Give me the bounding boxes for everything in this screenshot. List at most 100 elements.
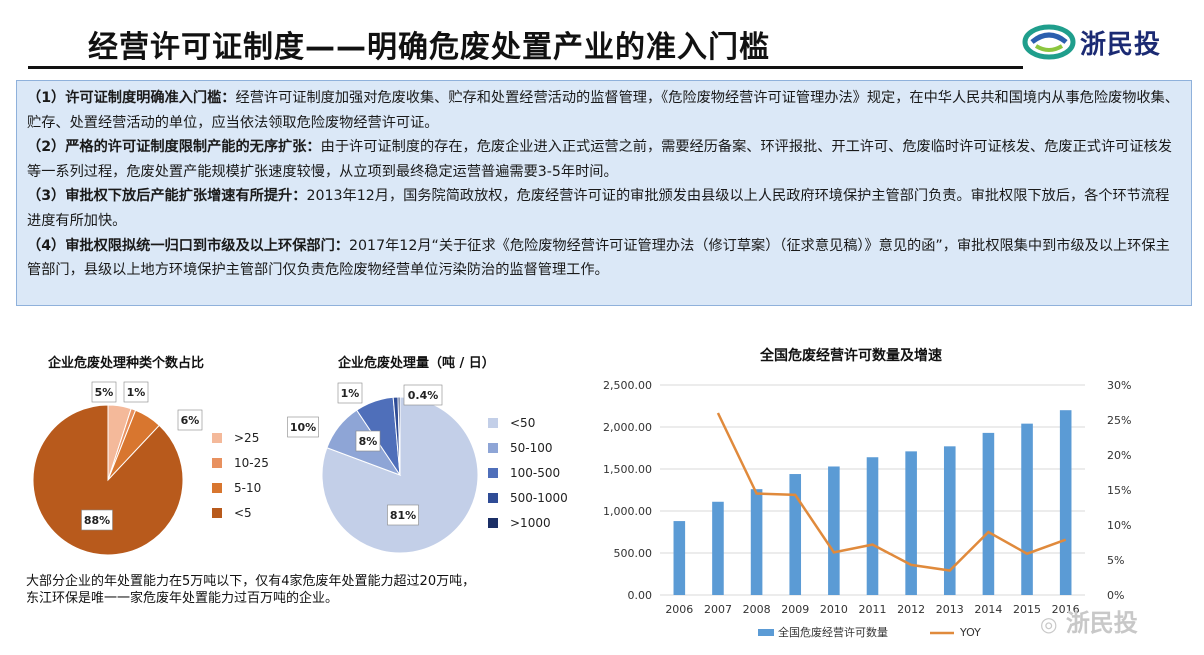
legend-label: >1000 (510, 515, 551, 530)
pie-label-text: 10% (290, 421, 316, 434)
point-body: 经营许可证制度加强对危废收集、贮存和处置经营活动的监督管理，《危险废物经营许可证… (27, 90, 1179, 131)
y-tick-label: 1,500.00 (603, 463, 652, 476)
point-2: （2）严格的许可证制度限制产能的无序扩张：由于许可证制度的存在，危废企业进入正式… (27, 135, 1181, 184)
pie1-title: 企业危废处理种类个数占比 (48, 356, 205, 371)
legend-label: 10-25 (234, 455, 269, 470)
point-4: （4）审批权限拟统一归口到市级及以上环保部门：2017年12月“关于征求《危险废… (27, 234, 1181, 283)
pie-data-label: 1% (337, 382, 363, 404)
pie-label-box (81, 509, 113, 531)
pie-label-text: 6% (181, 414, 200, 427)
bar-2013 (943, 446, 956, 595)
legend-label: >25 (234, 430, 260, 445)
legend-item: >1000 (488, 510, 568, 535)
legend-item: >25 (212, 425, 269, 450)
x-tick-label: 2012 (897, 603, 925, 616)
x-tick-label: 2013 (936, 603, 964, 616)
pie-data-label: 81% (387, 504, 419, 526)
bar-2007 (712, 501, 724, 595)
point-3: （3）审批权下放后产能扩张增速有所提升：2013年12月，国务院简政放权，危废经… (27, 184, 1181, 233)
legend-item: <5 (212, 500, 269, 525)
pie-label-text: 8% (359, 435, 378, 448)
pie-slice-1 (321, 396, 479, 554)
pie-label-text: 81% (390, 509, 416, 522)
legend-item: 5-10 (212, 475, 269, 500)
page-title: 经营许可证制度——明确危废处置产业的准入门槛 (88, 30, 770, 65)
pie-label-box (387, 504, 419, 526)
legend-swatch (212, 482, 222, 493)
legend-item: 500-1000 (488, 485, 568, 510)
bar-2012 (905, 451, 917, 595)
legend-item: 100-500 (488, 460, 568, 485)
legend-swatch (212, 507, 222, 518)
bar-2009 (789, 474, 802, 595)
legend-label: 50-100 (510, 440, 553, 455)
wechat-icon: ◎ (1040, 612, 1058, 636)
legend-swatch (212, 432, 222, 443)
pie-data-label: 0.4% (403, 384, 443, 406)
pie-data-label: 8% (355, 430, 381, 452)
bar-2015 (1021, 423, 1033, 595)
pie-data-label: 6% (177, 409, 203, 431)
logo-swirl-icon (1022, 24, 1076, 60)
legend-label: <5 (234, 505, 252, 520)
legend-label: 500-1000 (510, 490, 568, 505)
point-heading: （3）审批权下放后产能扩张增速有所提升： (27, 188, 307, 205)
point-body: 2017年12月“关于征求《危险废物经营许可证管理办法（修订草案）（征求意见稿）… (27, 237, 1170, 279)
watermark-text: 浙民投 (1065, 609, 1138, 637)
bar-line-chart-licenses: 0.00 500.00 1,000.00 1,500.00 2,000.00 2,500.… (603, 379, 1131, 639)
pie-label-box (91, 381, 117, 403)
pie-slice-5 (397, 396, 401, 476)
legend-item: 50-100 (488, 435, 568, 460)
legend-swatch (488, 467, 498, 478)
y2-tick-label: 10% (1107, 519, 1131, 532)
x-tick-label: 2010 (820, 603, 848, 616)
legend-label: 5-10 (234, 480, 262, 495)
y-tick-label: 500.00 (614, 547, 653, 560)
pie-data-label: 1% (123, 381, 149, 403)
footnote: 大部分企业的年处置能力在5万吨以下，仅有4家危废年处置能力超过20万吨， 东江环… (26, 573, 475, 607)
pie-label-box (403, 384, 443, 406)
legend-label: YOY (959, 626, 981, 639)
pie-label-box (337, 382, 363, 404)
pie-label-text: 5% (95, 386, 114, 399)
x-tick-label: 2009 (781, 603, 809, 616)
summary-textbox: （1）许可证制度明确准入门槛：经营许可证制度加强对危废收集、贮存和处置经营活动的… (16, 80, 1192, 306)
pie-label-text: 1% (127, 386, 146, 399)
y-tick-label: 1,000.00 (603, 505, 652, 518)
y2-tick-label: 30% (1107, 379, 1131, 392)
bar-2006 (673, 521, 686, 595)
title-underline (28, 66, 1023, 69)
legend-swatch (488, 417, 498, 428)
yoy-line (716, 412, 1067, 572)
x-tick-label: 2014 (974, 603, 1002, 616)
y2-tick-label: 20% (1107, 449, 1131, 462)
pie-label-box (123, 381, 149, 403)
pie2-legend: <50 50-100 100-500 500-1000 >1000 (488, 410, 568, 535)
pie-label-text: 88% (84, 514, 110, 527)
y-tick-label: 2,000.00 (603, 421, 652, 434)
legend-swatch (488, 492, 498, 503)
x-tick-label: 2016 (1052, 603, 1080, 616)
x-tick-label: 2008 (743, 603, 771, 616)
bar-2010 (828, 466, 840, 595)
legend-swatch-bar (758, 629, 774, 636)
pie-chart-task-types: 5% 1% 6% 88% (32, 381, 203, 556)
legend-swatch (212, 457, 222, 468)
bar-2008 (750, 489, 763, 595)
pie-label-box (355, 430, 381, 452)
pie-label-box (287, 416, 319, 438)
point-body: 由于许可证制度的存在，危废企业进入正式运营之前，需要经历备案、环评报批、开工许可… (27, 139, 1172, 180)
y2-tick-label: 0% (1107, 589, 1124, 602)
legend-label: 全国危废经营许可数量 (778, 625, 888, 639)
legend-item: <50 (488, 410, 568, 435)
legend-label: <50 (510, 415, 536, 430)
point-body: 2013年12月，国务院简政放权，危废经营许可证的审批颁发由县级以上人民政府环境… (27, 188, 1170, 229)
point-heading: （1）许可证制度明确准入门槛： (27, 90, 236, 106)
point-heading: （4）审批权限拟统一归口到市级及以上环保部门： (27, 237, 349, 254)
y-tick-label: 0.00 (628, 589, 653, 602)
y-tick-label: 2,500.00 (603, 379, 652, 392)
logo-text: 浙民投 (1080, 29, 1162, 60)
pie-data-label: 5% (91, 381, 117, 403)
bar-2011 (866, 457, 879, 595)
bar-2016 (1059, 410, 1072, 595)
